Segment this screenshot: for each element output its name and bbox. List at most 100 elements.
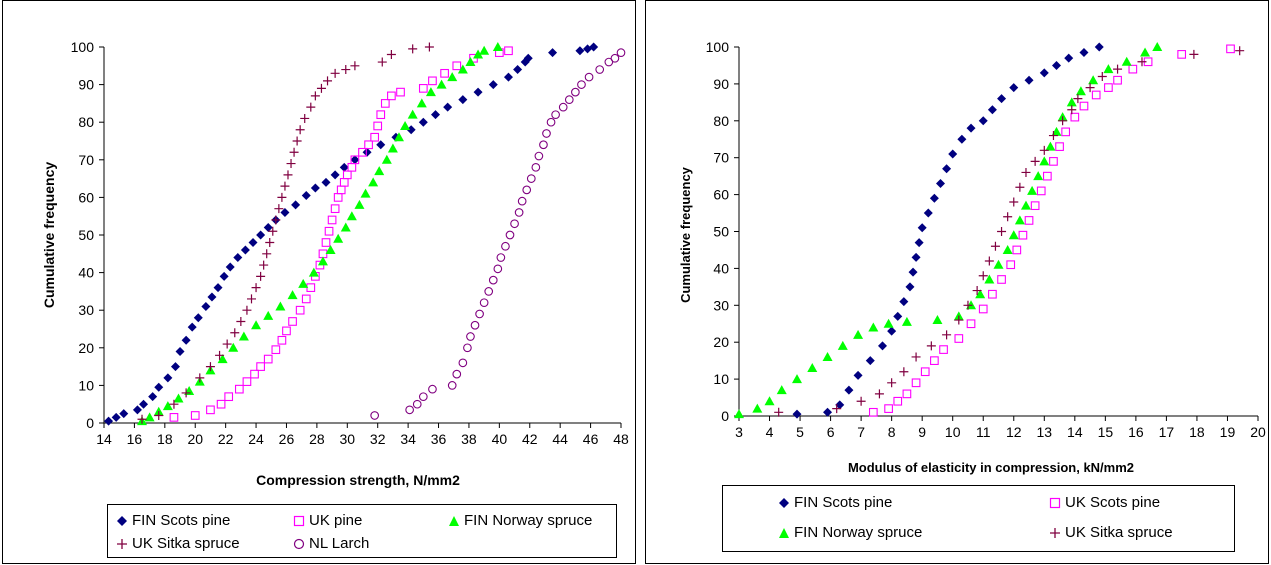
data-point: [163, 373, 173, 383]
data-point: [887, 378, 897, 388]
data-point: [564, 95, 574, 104]
data-point: [256, 271, 266, 281]
chart-modulus-elasticity: 3 4 5 6 7 8 9 10 11 12 13 14 15 16 17 18 19 20 0 10 20 30 40 50…: [678, 39, 1266, 475]
x-tick-label: 20: [187, 431, 203, 447]
data-point: [492, 42, 503, 51]
data-point: [1073, 94, 1083, 104]
data-point: [206, 405, 215, 415]
data-point: [997, 275, 1006, 284]
series-uk-pine: [169, 46, 513, 422]
data-point: [978, 271, 988, 281]
data-point: [877, 341, 887, 351]
data-point: [1048, 131, 1058, 141]
data-point: [340, 222, 351, 232]
data-point: [1021, 167, 1031, 177]
data-point: [984, 256, 994, 266]
x-axis-label: Compression strength, N/mm2: [256, 472, 460, 488]
data-point: [466, 332, 475, 341]
data-point: [217, 354, 228, 364]
y-tick-label: 80: [713, 113, 729, 129]
data-point: [517, 196, 527, 206]
x-tick-label: 18: [1189, 424, 1205, 440]
data-point: [327, 215, 337, 225]
data-point: [287, 290, 298, 300]
data-point: [1113, 75, 1122, 85]
data-point: [428, 76, 437, 86]
data-point: [224, 392, 234, 402]
x-tick-label: 7: [857, 424, 865, 440]
data-point: [963, 300, 973, 310]
square-marker-icon: [1049, 497, 1061, 509]
y-tick-label: 70: [713, 150, 729, 166]
data-point: [317, 256, 328, 266]
data-point: [1014, 215, 1025, 225]
data-point: [346, 211, 357, 221]
data-point: [1066, 97, 1077, 107]
y-tick-label: 60: [78, 189, 94, 205]
data-point: [246, 294, 256, 304]
data-point: [1033, 171, 1044, 181]
diamond-marker-icon: [779, 498, 789, 509]
data-point: [374, 166, 385, 176]
data-point: [358, 147, 367, 157]
x-tick-label: 3: [735, 424, 743, 440]
data-point: [271, 215, 281, 225]
data-point: [1024, 75, 1034, 85]
data-point: [920, 367, 930, 377]
series-uk-scots-pine: [868, 44, 1235, 417]
data-point: [1067, 105, 1077, 115]
data-point: [1128, 64, 1138, 74]
data-point: [219, 271, 229, 281]
legend-item: FIN Scots pine: [778, 494, 892, 512]
data-point: [510, 219, 519, 229]
data-point: [1140, 47, 1151, 57]
data-point: [496, 253, 506, 262]
legend-item: NL Larch: [293, 535, 369, 553]
data-point: [380, 99, 390, 108]
data-point: [987, 105, 997, 115]
data-point: [216, 399, 226, 409]
data-point: [948, 149, 958, 159]
data-point: [148, 392, 158, 402]
data-point: [181, 388, 191, 398]
data-point: [522, 185, 532, 195]
data-point: [990, 241, 1000, 251]
data-point: [458, 358, 468, 368]
y-tick-label: 30: [78, 302, 94, 318]
data-point: [325, 245, 336, 255]
data-point: [837, 340, 848, 350]
data-point: [865, 356, 875, 366]
legend: FIN Scots pine UK Scots pine FIN Norway …: [722, 485, 1235, 552]
y-tick-label: 20: [713, 334, 729, 350]
data-point: [571, 87, 580, 97]
legend-label: FIN Norway spruce: [794, 524, 923, 541]
data-point: [268, 226, 278, 236]
data-point: [993, 259, 1004, 269]
data-point: [1064, 53, 1074, 63]
x-tick-label: 16: [1128, 424, 1144, 440]
data-point: [539, 140, 548, 150]
data-point: [988, 289, 997, 299]
data-point: [853, 370, 863, 380]
data-point: [1039, 145, 1049, 155]
data-point: [256, 230, 266, 240]
legend-label: FIN Scots pine: [132, 512, 231, 529]
data-point: [271, 345, 281, 355]
data-point: [447, 381, 457, 390]
data-point: [263, 310, 274, 320]
chart-panel-modulus-elasticity: 3 4 5 6 7 8 9 10 11 12 13 14 15 16 17 18 19 20 0 10 20 30 40 50…: [645, 0, 1269, 564]
data-point: [1061, 127, 1071, 137]
data-point: [362, 147, 372, 157]
series-fin-norway-spruce: [137, 42, 503, 426]
data-point: [330, 204, 340, 214]
data-point: [1235, 46, 1245, 56]
data-point: [301, 294, 311, 304]
data-point: [339, 178, 349, 187]
data-point: [1009, 197, 1019, 207]
data-point: [170, 362, 180, 372]
data-point: [418, 84, 428, 93]
data-point: [1003, 212, 1013, 222]
legend-item: UK Sitka spruce: [1049, 524, 1173, 542]
data-point: [905, 282, 915, 292]
data-point: [479, 298, 489, 308]
